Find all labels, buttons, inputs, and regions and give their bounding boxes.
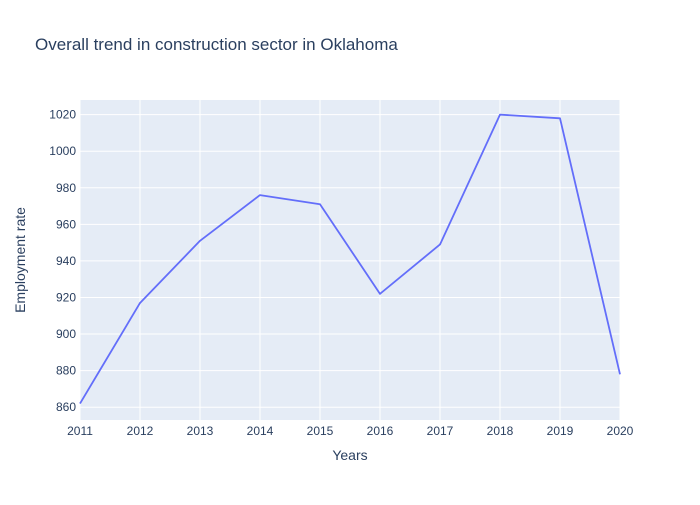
x-axis-label: Years	[332, 447, 367, 463]
y-tick-label: 1020	[49, 108, 76, 122]
y-tick-label: 1000	[49, 144, 76, 158]
y-tick-label: 900	[56, 327, 76, 341]
x-tick-label: 2013	[187, 424, 214, 438]
x-tick-label: 2014	[247, 424, 274, 438]
chart-title: Overall trend in construction sector in …	[35, 35, 398, 54]
x-tick-label: 2015	[307, 424, 334, 438]
series-layer	[79, 113, 621, 405]
x-tick-label: 2018	[487, 424, 514, 438]
x-tick-label: 2012	[127, 424, 154, 438]
y-gridlines	[80, 114, 620, 408]
y-axis-label: Employment rate	[12, 207, 28, 313]
x-gridlines	[79, 100, 621, 420]
y-tick-label: 860	[56, 400, 76, 414]
series-line	[79, 113, 621, 405]
y-tick-label: 940	[56, 254, 76, 268]
x-tick-label: 2016	[367, 424, 394, 438]
y-tick-label: 980	[56, 181, 76, 195]
y-axis-ticks: 860 880 900 920 940 960 980 1000 1020	[49, 108, 76, 415]
x-tick-label: 2019	[547, 424, 574, 438]
x-tick-label: 2011	[67, 424, 93, 438]
x-tick-label: 2020	[607, 424, 634, 438]
x-tick-label: 2017	[427, 424, 454, 438]
y-tick-label: 960	[56, 217, 76, 231]
y-tick-label: 880	[56, 364, 76, 378]
x-axis-ticks: 2011 2012 2013 2014 2015 2016 2017 2018 2019 2020	[67, 424, 634, 438]
plot-area	[80, 100, 620, 420]
y-tick-label: 920	[56, 290, 76, 304]
